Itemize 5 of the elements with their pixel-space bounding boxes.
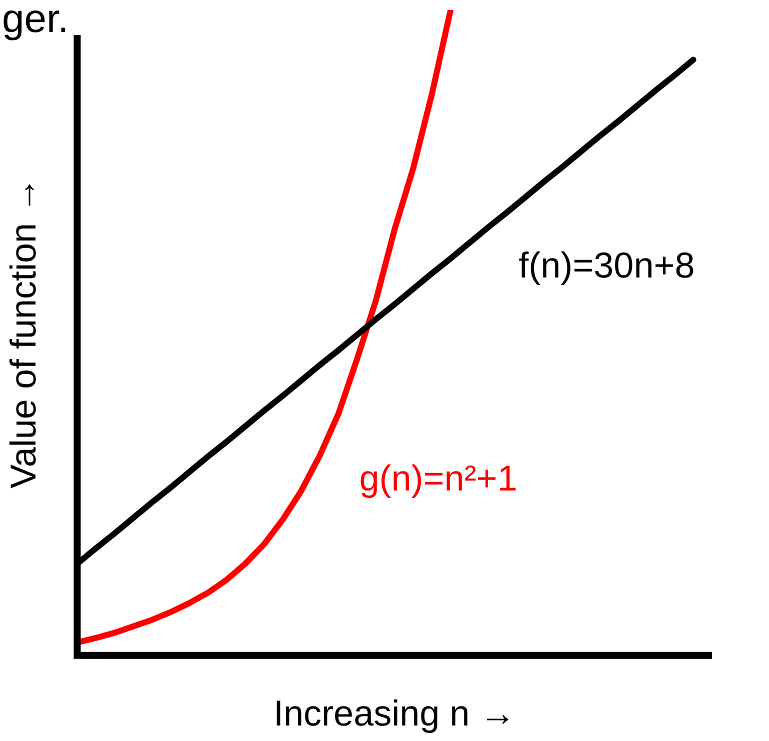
- series-label: g(n)=n²+1: [359, 457, 518, 498]
- text: ger.: [2, 0, 69, 42]
- x-axis-title: Increasing n →: [274, 692, 516, 734]
- y-axis-title: Value of function →: [2, 176, 44, 488]
- series-label: f(n)=30n+8: [518, 244, 695, 286]
